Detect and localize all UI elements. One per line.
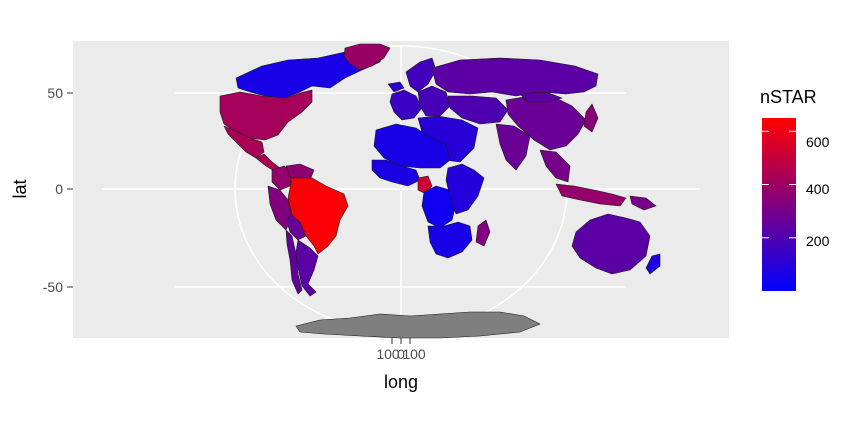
region-southeast-asia [539, 149, 571, 183]
legend-ticks [762, 130, 796, 239]
region-antarctica [295, 311, 541, 339]
region-central-africa [421, 185, 457, 229]
region-canada [235, 47, 385, 99]
region-united-states [219, 89, 313, 141]
region-russia [431, 57, 599, 97]
region-argentina [295, 239, 319, 297]
region-japan [583, 103, 599, 133]
region-new-zealand [645, 253, 661, 275]
region-papua-new-guinea [629, 195, 657, 211]
region-western-europe [389, 89, 423, 121]
x-tick-label-100: 100 [402, 346, 426, 362]
x-axis-title: long [384, 372, 418, 392]
region-mongolia [519, 91, 563, 103]
legend-title: nSTAR [760, 87, 817, 107]
region-west-africa [371, 159, 421, 187]
legend-label-200: 200 [806, 233, 830, 249]
region-mexico [223, 125, 265, 159]
y-axis: 50 0 -50 lat [10, 85, 73, 295]
legend: nSTAR 600 400 200 [760, 87, 830, 291]
region-iceland [387, 81, 405, 93]
region-central-asia [447, 95, 509, 125]
x-axis: 100 0 100 long [376, 338, 426, 392]
legend-label-400: 400 [806, 181, 830, 197]
region-colombia [271, 165, 293, 191]
x-tick-label-0: 0 [397, 346, 405, 362]
y-axis-title: lat [10, 179, 30, 198]
region-north-africa [373, 123, 451, 169]
y-tick-label-50: 50 [47, 85, 63, 101]
region-greenland [343, 43, 391, 71]
x-tick-label-minus-100: 100 [376, 346, 400, 362]
y-tick-label-minus-50: -50 [43, 279, 63, 295]
y-tick-label-0: 0 [55, 181, 63, 197]
region-scandinavia [405, 57, 437, 93]
country-regions [219, 43, 661, 339]
legend-colorbar [762, 118, 796, 291]
region-southern-africa [427, 221, 473, 259]
region-australia [571, 213, 651, 275]
legend-label-600: 600 [806, 134, 830, 150]
region-indonesia [555, 183, 627, 207]
region-east-africa [445, 163, 485, 215]
region-eastern-europe [417, 85, 451, 117]
region-madagascar [475, 219, 491, 247]
region-chile [285, 229, 303, 295]
region-india [495, 123, 531, 171]
